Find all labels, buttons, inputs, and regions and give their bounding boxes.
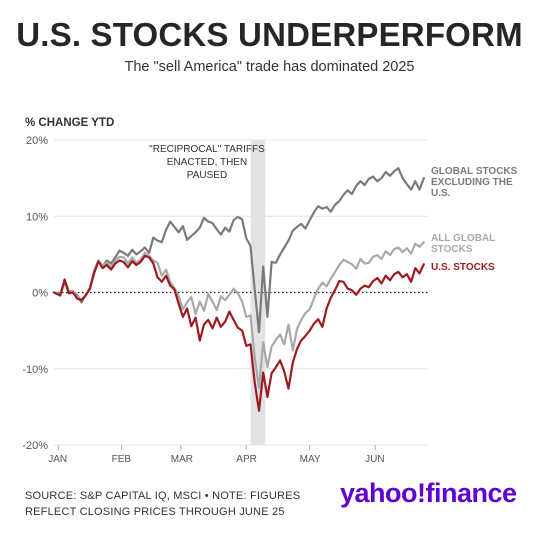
annotation-line: "RECIPROCAL" TARIFFS	[149, 144, 265, 155]
x-tick-label: MAY	[300, 454, 321, 465]
annotation-line: PAUSED	[187, 170, 227, 181]
yahoo-finance-logo: yahoo!finance	[340, 478, 517, 509]
series-label: GLOBAL STOCKS	[431, 166, 518, 177]
x-tick-label: APR	[236, 454, 257, 465]
logo-finance: finance	[425, 478, 518, 508]
x-tick-label: JUN	[365, 454, 384, 465]
y-tick-label: 20%	[26, 135, 48, 147]
series-line-0	[52, 167, 425, 334]
chart-subtitle: The "sell America" trade has dominated 2…	[124, 59, 415, 75]
logo-yahoo: yahoo	[340, 478, 418, 508]
annotation-line: ENACTED, THEN	[167, 157, 247, 168]
y-tick-label: -10%	[22, 364, 48, 376]
y-axis-label: % CHANGE YTD	[25, 117, 114, 129]
series-label: STOCKS	[431, 244, 473, 255]
y-tick-label: 10%	[26, 211, 48, 223]
x-tick-label: JAN	[48, 454, 67, 465]
y-tick-label: -20%	[22, 440, 48, 452]
chart-title: U.S. STOCKS UNDERPERFORM	[16, 16, 523, 53]
series-label: EXCLUDING THE	[431, 177, 513, 188]
series-label: ALL GLOBAL	[431, 233, 495, 244]
x-tick-label: MAR	[171, 454, 193, 465]
logo-bang: !	[417, 478, 426, 508]
source-note-line-2: REFLECT CLOSING PRICES THROUGH JUNE 25	[25, 506, 285, 518]
series-line-1	[52, 241, 425, 389]
series-line-2	[52, 254, 425, 412]
x-tick-label: FEB	[112, 454, 132, 465]
y-tick-label: 0%	[32, 288, 48, 300]
series-label: U.S. STOCKS	[431, 262, 495, 273]
series-label: U.S.	[431, 188, 451, 199]
source-note-line-1: SOURCE: S&P CAPITAL IQ, MSCI • NOTE: FIG…	[25, 490, 301, 502]
source-note: SOURCE: S&P CAPITAL IQ, MSCI • NOTE: FIG…	[25, 488, 300, 520]
